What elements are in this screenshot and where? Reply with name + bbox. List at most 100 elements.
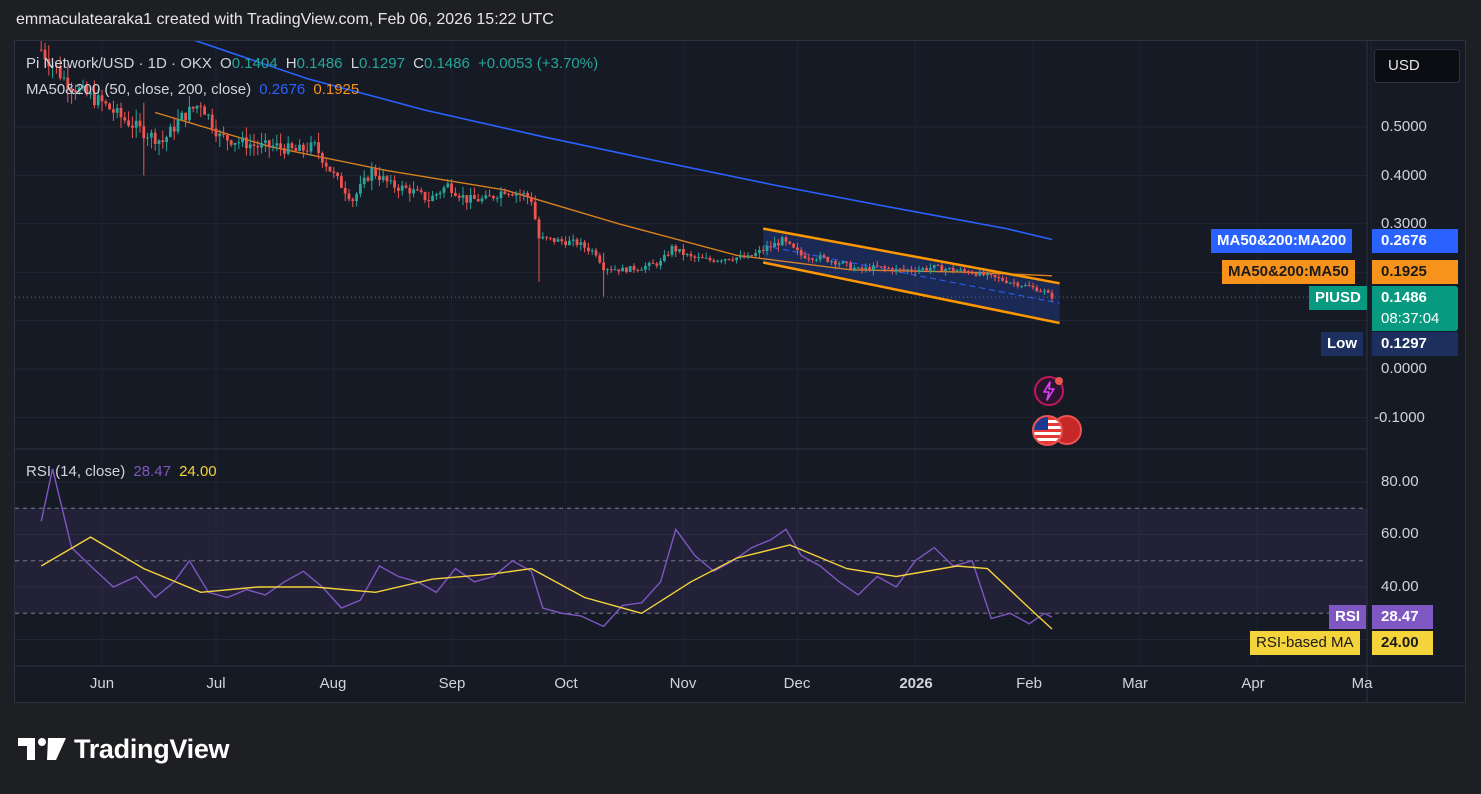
candle-body <box>727 259 731 261</box>
candle-body <box>1008 282 1012 284</box>
candle-body <box>568 240 571 246</box>
candle-body <box>108 103 111 110</box>
candle-body <box>701 257 704 259</box>
ma50-badge-value: 0.1925 <box>1372 260 1458 284</box>
candle-body <box>910 269 913 271</box>
legend-symbol[interactable]: Pi Network/USD · 1D · OKX <box>26 55 212 72</box>
rsi-legend-name[interactable]: RSI (14, close) <box>26 463 126 480</box>
legend-low: 0.1297 <box>359 55 405 72</box>
candle-body <box>286 143 290 154</box>
candle-body <box>606 269 609 271</box>
rsi-tick-label: 80.00 <box>1381 473 1419 490</box>
candle-body <box>758 250 761 253</box>
candle-body <box>252 144 256 146</box>
candle-body <box>674 246 678 252</box>
candle-body <box>465 195 469 203</box>
candle-body <box>55 65 58 67</box>
ma200-badge-label: MA50&200:MA200 <box>1211 229 1353 253</box>
candle-body <box>381 176 385 180</box>
candle-body <box>708 257 712 261</box>
candle-body <box>564 241 567 246</box>
candle-body <box>431 195 434 202</box>
candle-body <box>366 177 370 181</box>
candle-body <box>210 114 214 129</box>
candle-body <box>750 255 754 257</box>
candle-body <box>62 77 66 79</box>
x-tick-label: 2026 <box>899 675 933 692</box>
candle-body <box>77 87 81 93</box>
candle-body <box>355 193 358 202</box>
chart-canvas[interactable] <box>15 41 1465 702</box>
flag-canton <box>1034 417 1048 430</box>
ma-legend-name[interactable]: MA50&200 (50, close, 200, close) <box>26 81 252 98</box>
candle-body <box>944 268 947 272</box>
candle-body <box>598 255 602 263</box>
candle-body <box>967 270 970 274</box>
candle-body <box>811 258 814 260</box>
candle-body <box>294 148 298 151</box>
candle-body <box>803 255 807 259</box>
candle-body <box>1012 282 1016 284</box>
price-countdown: 08:37:04 <box>1381 310 1440 327</box>
candle-body <box>921 268 925 270</box>
candle-body <box>1039 291 1042 293</box>
candle-body <box>666 254 670 256</box>
lightning-glyph-icon <box>1043 381 1055 401</box>
candle-body <box>321 153 324 163</box>
channel-fill <box>763 228 1060 324</box>
candle-body <box>594 250 598 256</box>
low-badge-value: 0.1297 <box>1372 332 1458 356</box>
candle-body <box>279 143 282 149</box>
candle-body <box>404 185 408 188</box>
candle-body <box>514 193 518 196</box>
candle-body <box>974 273 978 276</box>
candle-body <box>191 106 195 109</box>
legend-open-label: O <box>220 55 232 72</box>
rsi-tick-label: 40.00 <box>1381 578 1419 595</box>
candle-body <box>476 198 480 202</box>
candle-body <box>427 200 431 202</box>
candle-body <box>324 162 328 167</box>
candle-body <box>146 137 149 139</box>
candle-body <box>416 189 419 191</box>
candle-body <box>792 243 795 248</box>
candle-body <box>651 262 655 264</box>
candle-body <box>894 268 898 272</box>
candle-body <box>906 269 909 271</box>
candle-body <box>199 105 203 107</box>
candle-body <box>39 49 43 51</box>
candle-body <box>153 132 157 144</box>
candle-body <box>188 106 191 121</box>
rsi-line <box>40 468 1053 628</box>
candle-body <box>746 255 750 258</box>
currency-button[interactable]: USD <box>1374 49 1460 83</box>
candle-body <box>556 239 560 242</box>
candle-body <box>628 266 632 272</box>
candle-body <box>347 193 351 200</box>
us-flag-icon[interactable] <box>1032 415 1063 446</box>
candle-body <box>887 267 890 269</box>
y-tick-label: 0.5000 <box>1381 118 1427 135</box>
candle-body <box>157 140 161 144</box>
candle-body <box>89 92 92 95</box>
candle-body <box>856 267 860 269</box>
candle-body <box>670 246 674 255</box>
descending-channel <box>762 227 1060 325</box>
candle-body <box>241 137 244 143</box>
candle-body <box>85 85 89 95</box>
tradingview-logo[interactable]: TradingView <box>18 734 230 764</box>
candle-body <box>632 266 636 270</box>
candle-body <box>218 133 222 137</box>
candle-body <box>298 144 301 151</box>
x-tick-label: Oct <box>554 675 578 692</box>
ma200-badge-value: 0.2676 <box>1372 229 1458 253</box>
candle-body <box>1031 286 1035 288</box>
candle-body <box>214 128 218 137</box>
candle-body <box>256 145 260 148</box>
candle-body <box>248 144 252 149</box>
candle-body <box>226 134 229 141</box>
candle-body <box>796 247 799 251</box>
candle-body <box>264 140 267 143</box>
chart-panel[interactable]: Pi Network/USD · 1D · OKX O0.1404 H0.148… <box>14 40 1466 703</box>
candle-body <box>134 120 138 128</box>
